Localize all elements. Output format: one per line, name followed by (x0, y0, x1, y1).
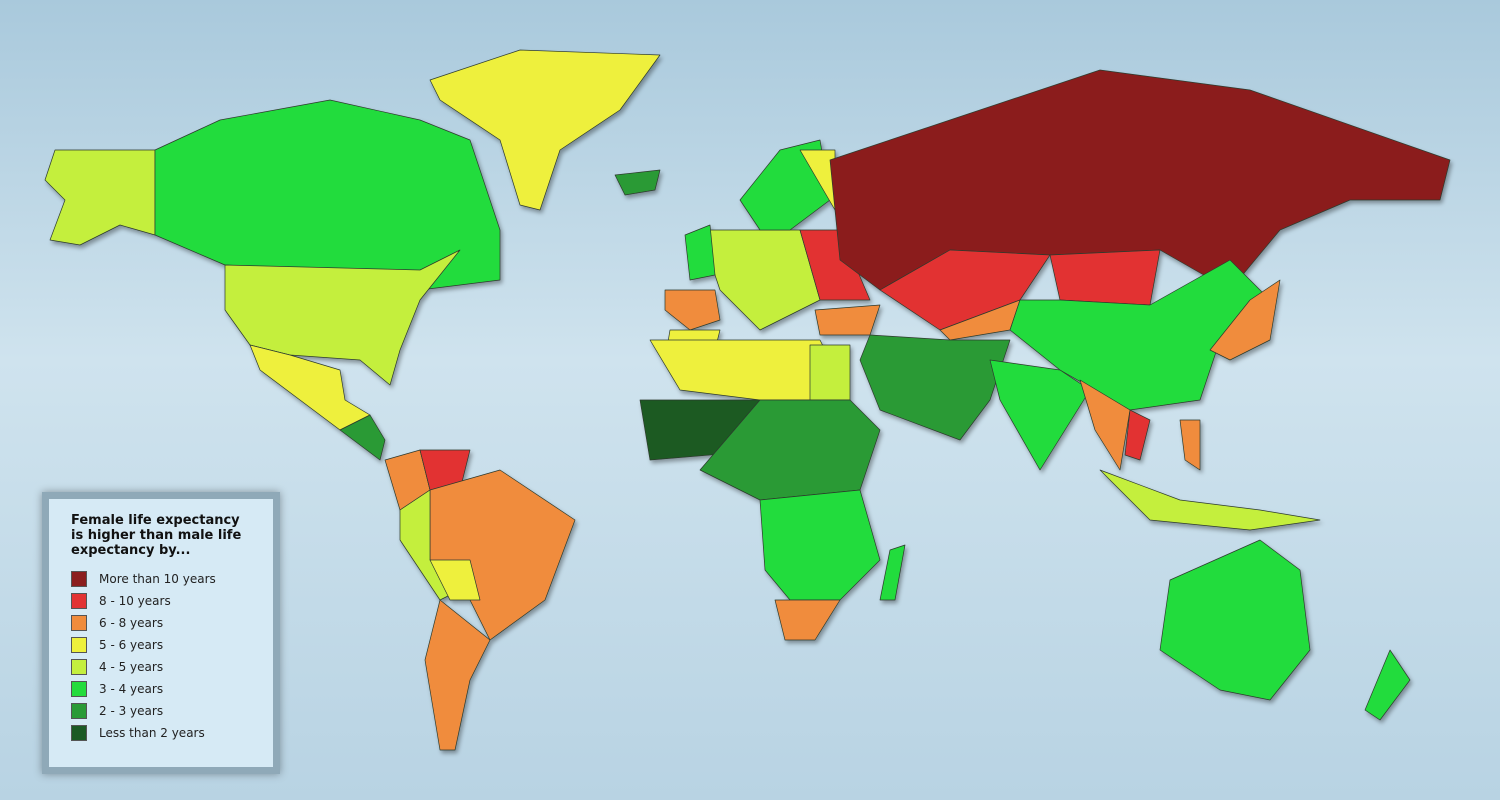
legend-label: 6 - 8 years (99, 616, 164, 630)
bolivia (429, 559, 481, 601)
belarus-ukraine (799, 229, 871, 301)
central-america (339, 414, 386, 461)
legend-item: More than 10 years (71, 568, 263, 590)
legend-label: Less than 2 years (99, 726, 205, 740)
countries (44, 49, 1451, 751)
legend-label: 4 - 5 years (99, 660, 164, 674)
france (664, 289, 721, 331)
legend-title: Female life expectancy is higher than ma… (71, 513, 242, 558)
legend-label: More than 10 years (99, 572, 216, 586)
vietnam (1124, 409, 1151, 461)
legend-swatch (71, 725, 87, 741)
legend-swatch (71, 659, 87, 675)
legend-label: 8 - 10 years (99, 594, 171, 608)
legend-swatch (71, 681, 87, 697)
canada (154, 99, 501, 291)
legend-item: 4 - 5 years (71, 656, 263, 678)
new-zealand (1364, 649, 1411, 721)
legend-item: 3 - 4 years (71, 678, 263, 700)
legend-swatch (71, 571, 87, 587)
legend-label: 5 - 6 years (99, 638, 164, 652)
indonesia (1099, 469, 1321, 531)
japan (1209, 279, 1281, 361)
legend-swatch (71, 615, 87, 631)
madagascar (879, 544, 906, 601)
legend-swatch (71, 593, 87, 609)
legend-swatch (71, 637, 87, 653)
india (989, 359, 1091, 471)
legend-item: 8 - 10 years (71, 590, 263, 612)
iceland (614, 169, 661, 196)
legend-item: 5 - 6 years (71, 634, 263, 656)
mongolia (1049, 249, 1161, 306)
middle-east (859, 334, 1011, 441)
legend-items: More than 10 years 8 - 10 years 6 - 8 year… (71, 568, 263, 744)
philippines (1179, 419, 1201, 471)
usa (224, 249, 461, 386)
argentina-chile (424, 599, 491, 751)
greenland (429, 49, 661, 211)
legend-label: 3 - 4 years (99, 682, 164, 696)
alaska (44, 149, 156, 246)
turkey (814, 304, 881, 336)
legend-item: 2 - 3 years (71, 700, 263, 722)
britain (684, 224, 716, 281)
australia (1159, 539, 1311, 701)
legend-item: Less than 2 years (71, 722, 263, 744)
legend: Female life expectancy is higher than ma… (42, 492, 280, 774)
legend-item: 6 - 8 years (71, 612, 263, 634)
egypt (809, 344, 851, 401)
south-africa (774, 599, 841, 641)
thailand-myanmar (1079, 379, 1131, 471)
legend-label: 2 - 3 years (99, 704, 164, 718)
legend-swatch (71, 703, 87, 719)
kazakhstan (879, 249, 1051, 331)
southern-africa (759, 489, 881, 601)
